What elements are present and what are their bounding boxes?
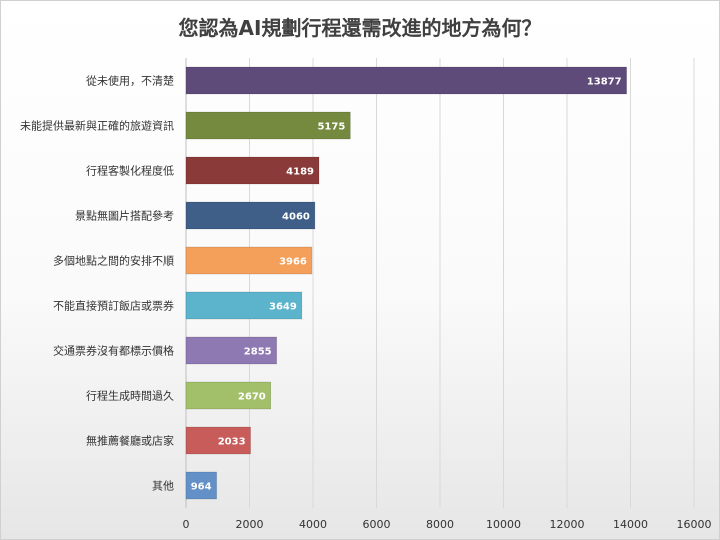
category-label: 未能提供最新與正確的旅遊資訊 [20,119,174,133]
x-axis-tick-labels: 0 2000 4000 6000 8000 10000 12000 14000 16000 [183,518,712,531]
x-tick-label: 16000 [677,518,712,531]
x-tick-label: 14000 [613,518,648,531]
bar [185,111,351,140]
category-label: 多個地點之間的安排不順 [53,254,174,268]
bar [185,156,320,185]
category-label: 不能直接預訂飯店或票券 [53,299,174,313]
bar [185,426,251,455]
data-label: 4060 [282,212,310,223]
category-label: 無推薦餐廳或店家 [86,434,174,448]
bar [185,291,303,320]
x-tick-label: 0 [183,518,190,531]
category-label: 從未使用，不清楚 [86,74,174,88]
x-tick-label: 10000 [486,518,521,531]
bar [185,246,313,275]
data-label: 13877 [587,77,622,88]
category-label: 行程生成時間過久 [86,389,174,403]
data-label: 2855 [244,347,272,358]
x-tick-label: 8000 [426,518,454,531]
x-tick-label: 6000 [363,518,391,531]
bar [185,201,316,230]
bar [185,336,277,365]
bar [185,381,272,410]
category-label: 其他 [152,480,174,493]
category-label: 交通票券沒有都標示價格 [53,344,174,358]
x-tick-label: 4000 [299,518,327,531]
bars [185,66,627,500]
data-label: 964 [191,482,212,493]
data-label: 5175 [317,122,345,133]
bar [185,471,217,500]
bar [185,66,627,95]
data-label: 3966 [279,257,307,268]
chart-title: 您認為AI規劃行程還需改進的地方為何？ [178,16,542,40]
data-label: 3649 [269,302,297,313]
category-label: 景點無圖片搭配參考 [75,209,174,223]
category-label: 行程客製化程度低 [86,164,174,178]
data-label: 2670 [238,392,266,403]
x-tick-label: 12000 [550,518,585,531]
category-labels: 從未使用，不清楚未能提供最新與正確的旅遊資訊行程客製化程度低景點無圖片搭配參考多… [20,74,174,493]
x-tick-label: 2000 [236,518,264,531]
data-label: 2033 [218,437,246,448]
data-labels: 13877 5175 4189 4060 3966 3649 2855 2670 2033 964 [191,77,622,493]
data-label: 4189 [286,167,314,178]
